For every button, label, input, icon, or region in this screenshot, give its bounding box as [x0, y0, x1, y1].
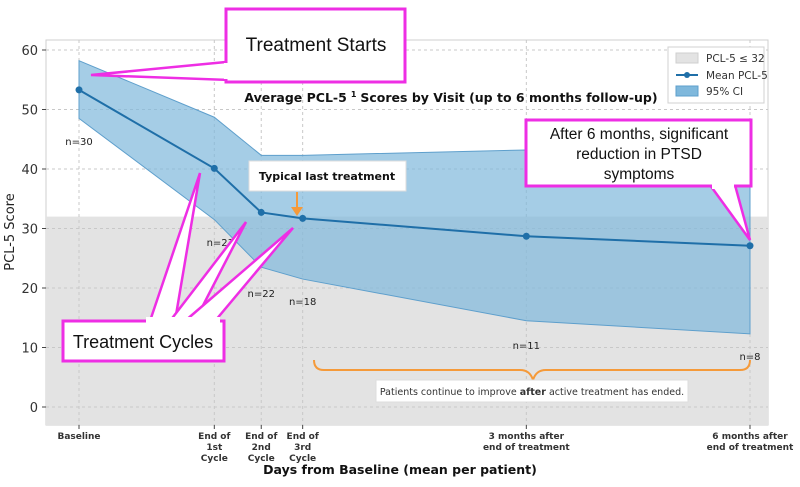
callout-treatment-cycles-text: Treatment Cycles [73, 332, 213, 352]
legend-ci-swatch [675, 85, 699, 97]
mean-point-2 [257, 208, 265, 216]
mean-line [78, 89, 751, 247]
n-label-4: n=11 [513, 341, 540, 352]
callout-treatment-starts-text: Treatment Starts [246, 35, 387, 56]
chart-title-rest: Scores by Visit (up to 6 months follow-u… [360, 90, 657, 105]
x-axis-label: Days from Baseline (mean per patient) [263, 462, 537, 477]
chart-title: Average PCL-5 1 Scores by Visit (up to 6 m… [244, 90, 657, 105]
mean-point-4 [522, 232, 530, 240]
y-tick-label-60: 60 [21, 44, 38, 59]
y-tick-label-10: 10 [21, 342, 38, 357]
callout-after-6-months-line-2: reduction in PTSD [576, 146, 702, 163]
y-tick-label-30: 30 [21, 223, 38, 238]
legend-ci-label: 95% CI [706, 86, 743, 98]
x-tick-label-0: Baseline [57, 432, 100, 442]
n-label-2: n=22 [248, 289, 275, 300]
improvement-note-bold: after [520, 387, 547, 398]
n-label-3: n=18 [289, 297, 316, 308]
y-axis-label: PCL-5 Score [3, 193, 18, 270]
callout-after-6-months-line-1: After 6 months, significant [550, 126, 729, 143]
typical-last-treatment-annotation: Typical last treatment [248, 160, 407, 216]
mean-point-1 [210, 164, 218, 172]
improvement-note-post: active treatment has ended. [546, 387, 684, 398]
x-tick-label-1: End of 1st Cycle [198, 432, 230, 464]
svg-text:Patients continue to improve a: Patients continue to improve after activ… [380, 387, 684, 398]
improvement-note-pre: Patients continue to improve [380, 387, 520, 398]
mean-point-3 [299, 214, 307, 222]
n-label-1: n=23 [207, 238, 234, 249]
callout-after-6-months: After 6 months, significant reduction in… [524, 118, 753, 241]
callout-treatment-starts: Treatment Starts [90, 7, 407, 84]
legend-line-label: Mean PCL-5 [706, 70, 768, 82]
n-label-5: n=8 [739, 352, 760, 363]
x-tick-label-3: End of 3rd Cycle [287, 432, 319, 464]
n-label-0: n=30 [65, 137, 92, 148]
chart-title-superscript: 1 [351, 90, 357, 99]
callout-after-6-months-line-3: symptoms [604, 166, 675, 183]
mean-point-0 [75, 86, 83, 94]
mean-point-5 [746, 242, 754, 250]
typical-last-treatment-arrowhead [291, 207, 303, 216]
typical-last-treatment-label: Typical last treatment [259, 170, 395, 183]
legend-line-marker [684, 72, 690, 78]
y-tick-label-40: 40 [21, 163, 38, 178]
y-tick-label-50: 50 [21, 104, 38, 119]
chart-title-main: Average PCL-5 [244, 90, 346, 105]
legend-threshold-label: PCL-5 ≤ 32 [706, 53, 765, 65]
y-tick-label-0: 0 [30, 401, 38, 416]
x-tick-label-2: End of 2nd Cycle [245, 432, 277, 464]
ci-band [78, 59, 751, 335]
x-tick-label-5: 6 months after end of treatment [707, 432, 794, 453]
callout-treatment-cycles: Treatment Cycles [61, 172, 294, 363]
improvement-note: Patients continue to improve after activ… [375, 379, 689, 403]
x-tick-label-4: 3 months after end of treatment [483, 432, 570, 453]
legend: PCL-5 ≤ 32 Mean PCL-5 95% CI [667, 46, 768, 104]
legend-threshold-swatch [675, 52, 699, 64]
y-tick-label-20: 20 [21, 282, 38, 297]
